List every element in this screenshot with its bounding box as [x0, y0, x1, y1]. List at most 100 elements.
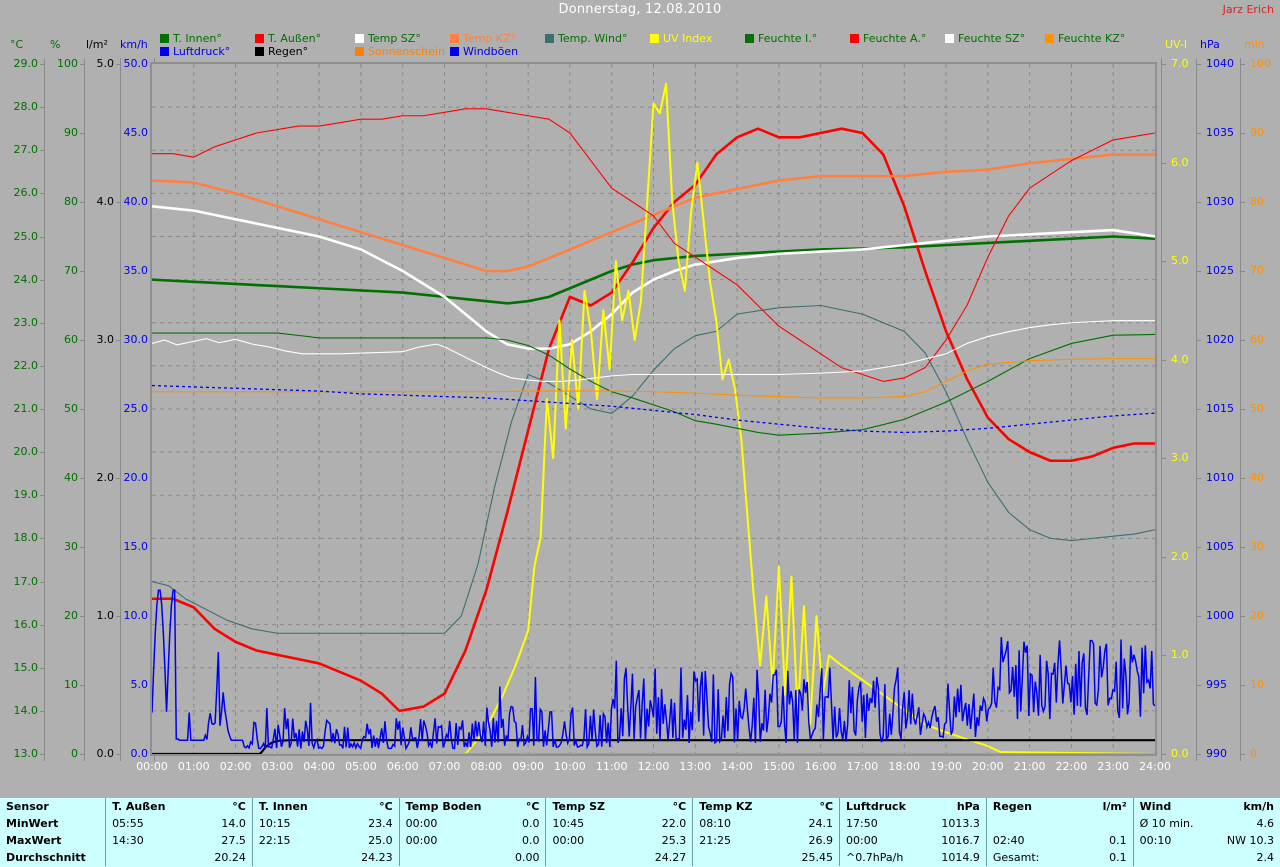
row-label-durchschnitt: Durchschnitt [6, 851, 86, 864]
x-axis-tick-label: 12:00 [637, 760, 670, 773]
axis-tick-label: 6.0 [1171, 155, 1189, 169]
x-axis-tick-label: 09:00 [512, 760, 544, 773]
axis-tick-label: 28.0 [13, 100, 39, 114]
stat-time: 14:30 [112, 834, 144, 847]
legend-swatch-icon [945, 34, 954, 43]
legend-item-t-au-en[interactable]: T. Außen° [255, 32, 321, 45]
x-axis-tick-label: 11:00 [595, 760, 628, 773]
stat-value: 25.3 [661, 834, 687, 847]
table-row: MinWert 05:55 14.0 10:15 23.4 00:00 0.0 10:45 22… [0, 815, 1280, 832]
table-row: MaxWert 14:30 27.5 22:15 25.0 00:00 0.0 00:00 25… [0, 832, 1280, 849]
stat-cell: 00:00 0.0 [398, 832, 546, 849]
axis-tick-mark [1196, 202, 1201, 203]
column-header-temp-kz: Temp KZ °C [692, 798, 840, 815]
stat-time: Gesamt: [992, 851, 1040, 864]
x-axis-tick-label: 18:00 [888, 760, 921, 773]
axis-unit-label: hPa [1200, 38, 1220, 51]
legend-label: Feuchte KZ° [1058, 32, 1126, 45]
stat-time: 00:00 [846, 834, 878, 847]
x-axis-tick-label: 21:00 [1013, 760, 1046, 773]
axis-tick-mark [1240, 133, 1245, 134]
series-temp-sz [152, 205, 1155, 350]
axis-tick-label: 16.0 [13, 617, 39, 631]
axis-tick-label: 0.0 [130, 747, 149, 760]
x-axis-tick-label: 15:00 [763, 760, 795, 773]
stat-time: 10:45 [552, 817, 585, 830]
axis-tick-label: 30.0 [123, 333, 149, 346]
axis-tick-label: 80 [1250, 195, 1264, 208]
stat-cell: 10:15 23.4 [251, 815, 400, 832]
axis-tick-label: 995 [1206, 678, 1227, 691]
series-feuchte-sz [152, 320, 1155, 382]
legend-swatch-icon [160, 47, 169, 56]
series-feuchte-kz [152, 358, 1155, 399]
axis-tick-label: 1035 [1206, 126, 1234, 139]
table-row: Durchschnitt 20.24 24.23 0.00 24.27 25.45 ^0.7… [0, 849, 1280, 866]
axis-unit-label: % [50, 38, 61, 51]
axis-tick-mark [40, 150, 45, 152]
axis-tick-label: 20 [1250, 609, 1264, 622]
legend-item-feuchte-a[interactable]: Feuchte A.° [850, 32, 926, 45]
axis-tick-mark [40, 365, 45, 367]
stat-cell: 00:10 NW 10.3 [1132, 832, 1280, 849]
legend-item-temp-kz[interactable]: Temp KZ° [450, 32, 516, 45]
stat-cell: 21:25 26.9 [692, 832, 840, 849]
chart-legend: T. Innen° T. Außen° Temp SZ° Temp KZ° Temp. … [160, 32, 1160, 58]
legend-item-regen[interactable]: Regen° [255, 45, 308, 58]
legend-item-temp-wind[interactable]: Temp. Wind° [545, 32, 627, 45]
axis-tick-label: 50 [64, 402, 78, 415]
legend-swatch-icon [545, 34, 554, 43]
axis-tick-label: 17.0 [13, 574, 39, 588]
stat-value: 25.45 [801, 851, 834, 864]
axis-tick-mark [80, 478, 85, 479]
axis-tick-mark [116, 202, 121, 203]
stat-value: 24.1 [808, 817, 834, 830]
legend-item-uv-index[interactable]: UV Index [650, 32, 712, 45]
x-axis-tick-label: 16:00 [804, 760, 837, 773]
axis-tick-label: 1015 [1206, 402, 1234, 415]
axis-tick-label: 22.0 [13, 358, 39, 372]
axis-tick-mark [1161, 458, 1166, 460]
chart-plot-area[interactable] [150, 62, 1157, 756]
stat-time: 17:50 [846, 817, 878, 830]
legend-swatch-icon [160, 34, 169, 43]
axis-tick-label: 20.0 [123, 471, 149, 484]
axis-tick-label: 60 [1250, 333, 1264, 346]
stat-value: 0.0 [521, 817, 540, 830]
axis-tick-label: 18.0 [13, 531, 39, 545]
legend-label: Feuchte I.° [758, 32, 818, 45]
axis-tick-mark [1161, 556, 1166, 558]
stat-value: 4.6 [1256, 817, 1275, 830]
legend-item-temp-sz[interactable]: Temp SZ° [355, 32, 421, 45]
stat-cell: 2.4 [1132, 849, 1280, 866]
legend-label: Feuchte A.° [863, 32, 927, 45]
stat-value: 1014.9 [941, 851, 980, 864]
stat-value: 25.0 [368, 834, 393, 847]
axis-tick-label: 7.0 [1171, 57, 1189, 70]
axis-tick-mark [80, 133, 85, 134]
legend-label: Sonnenschein [368, 45, 445, 58]
x-axis-tick-label: 08:00 [470, 760, 503, 773]
axis-tick-label: 15.0 [123, 540, 149, 553]
legend-item-feuchte-i[interactable]: Feuchte I.° [745, 32, 817, 45]
x-axis-tick-label: 22:00 [1055, 760, 1088, 773]
axis-tick-mark [80, 64, 85, 65]
axis-tick-label: 26.0 [13, 186, 39, 200]
author-label: Jarz Erich [1222, 3, 1274, 16]
legend-item-feuchte-kz[interactable]: Feuchte KZ° [1045, 32, 1125, 45]
page-title: Donnerstag, 12.08.2010 [558, 2, 722, 17]
axis-tick-mark [1240, 64, 1245, 65]
legend-item-windb-en[interactable]: Windböen [450, 45, 518, 58]
legend-item-sonnenschein[interactable]: Sonnenschein [355, 45, 445, 58]
legend-item-feuchte-sz[interactable]: Feuchte SZ° [945, 32, 1025, 45]
legend-item-luftdruck[interactable]: Luftdruck° [160, 45, 230, 58]
stat-time: 21:25 [699, 834, 731, 847]
axis-tick-mark [116, 616, 121, 617]
stat-value: 24.23 [361, 851, 393, 864]
legend-label: T. Außen° [268, 32, 322, 45]
legend-item-t-innen[interactable]: T. Innen° [160, 32, 222, 45]
axis-tick-mark [80, 340, 85, 341]
axis-tick-mark [80, 754, 85, 755]
axis-tick-mark [80, 616, 85, 617]
axis-tick-label: 80 [64, 195, 78, 208]
